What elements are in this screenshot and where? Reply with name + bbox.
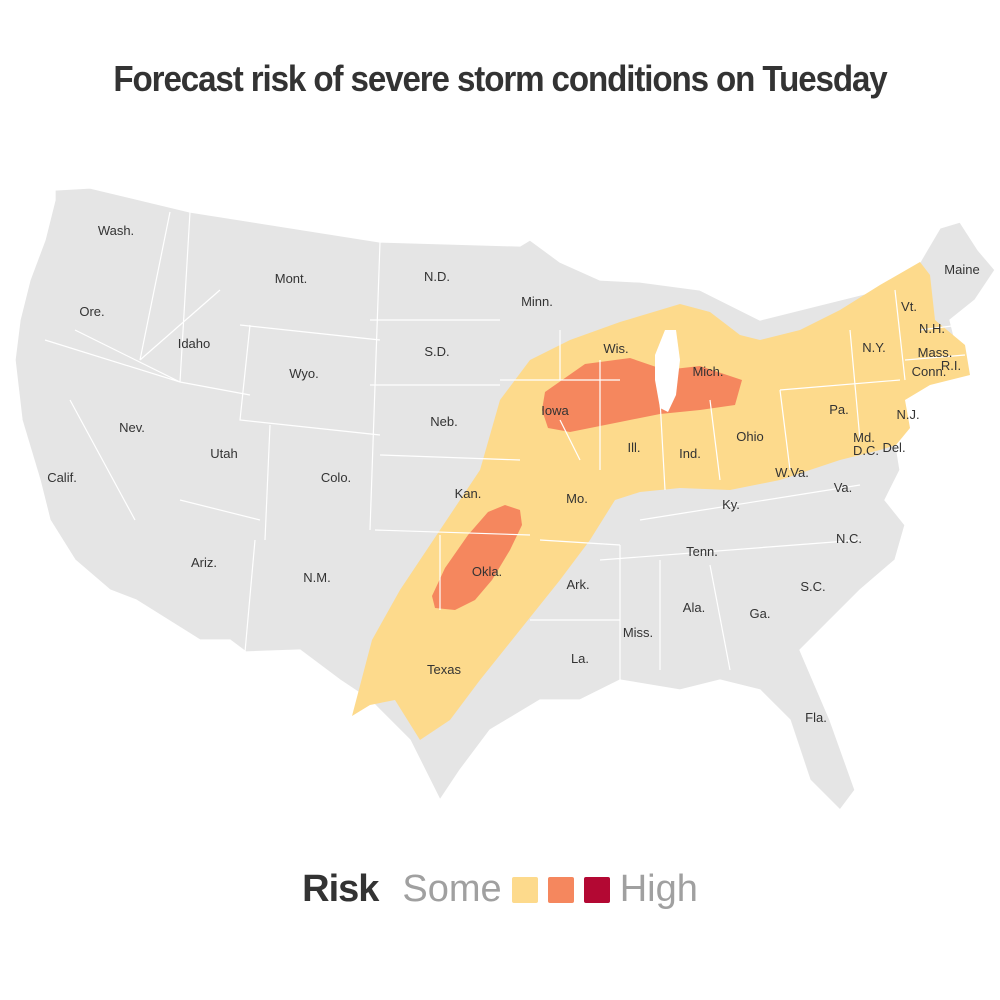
state-label: La.	[571, 651, 589, 666]
state-label: N.C.	[836, 531, 862, 546]
state-label: Texas	[427, 662, 461, 677]
state-label: Mo.	[566, 491, 588, 506]
state-label: S.C.	[800, 579, 825, 594]
state-label: Mich.	[692, 364, 723, 379]
state-label: N.D.	[424, 269, 450, 284]
state-label: Del.	[882, 440, 905, 455]
legend-heading: Risk	[302, 868, 379, 910]
state-label: Wyo.	[289, 366, 319, 381]
state-label: Ga.	[750, 606, 771, 621]
state-label: D.C.	[853, 443, 879, 458]
state-label: Fla.	[805, 710, 827, 725]
state-label: Okla.	[472, 564, 502, 579]
legend: Risk Some High	[0, 868, 1000, 911]
state-label: R.I.	[941, 358, 961, 373]
state-label: Ohio	[736, 429, 763, 444]
state-label: Neb.	[430, 414, 457, 429]
state-label: Mont.	[275, 271, 308, 286]
state-label: W.Va.	[775, 465, 809, 480]
state-label: N.H.	[919, 321, 945, 336]
lake-michigan	[655, 330, 680, 412]
state-label: Kan.	[455, 486, 482, 501]
state-labels: Wash. Ore. Calif. Idaho Nev. Mont. Wyo. Utah Ari…	[47, 223, 980, 725]
legend-low-label: Some	[402, 868, 502, 910]
state-label: Vt.	[901, 299, 917, 314]
state-label: Ark.	[566, 577, 589, 592]
legend-swatch-some	[511, 876, 538, 903]
state-label: Ill.	[628, 440, 641, 455]
risk-zone-elevated-oklahoma	[432, 505, 522, 610]
state-label: Ore.	[79, 304, 104, 319]
map-title: Forecast risk of severe storm conditions…	[113, 58, 887, 99]
state-label: Wash.	[98, 223, 134, 238]
state-label: S.D.	[424, 344, 449, 359]
state-label: Ariz.	[191, 555, 217, 570]
state-label: N.M.	[303, 570, 330, 585]
state-label: Va.	[834, 480, 853, 495]
state-label: Iowa	[541, 403, 569, 418]
state-label: Tenn.	[686, 544, 718, 559]
state-label: N.Y.	[862, 340, 886, 355]
state-label: Calif.	[47, 470, 77, 485]
state-label: Ind.	[679, 446, 701, 461]
state-label: Ky.	[722, 497, 740, 512]
state-borders	[44, 211, 966, 680]
risk-zone-elevated-midwest	[542, 358, 742, 432]
state-label: Conn.	[912, 364, 947, 379]
state-label: Ala.	[683, 600, 705, 615]
legend-swatch-high	[583, 876, 610, 903]
state-label: Utah	[210, 446, 237, 461]
state-label: Pa.	[829, 402, 849, 417]
state-label: Mass.	[918, 345, 953, 360]
state-label: Colo.	[321, 470, 351, 485]
legend-swatch-elevated	[547, 876, 574, 903]
state-label: Miss.	[623, 625, 653, 640]
state-label: Idaho	[178, 336, 211, 351]
state-label: Minn.	[521, 294, 553, 309]
state-label: N.J.	[896, 407, 919, 422]
legend-high-label: High	[619, 868, 698, 910]
state-label: Nev.	[119, 420, 145, 435]
state-label: Wis.	[603, 341, 628, 356]
state-label: Maine	[944, 262, 979, 277]
risk-zone-some	[352, 262, 970, 740]
state-label: Md.	[853, 430, 875, 445]
